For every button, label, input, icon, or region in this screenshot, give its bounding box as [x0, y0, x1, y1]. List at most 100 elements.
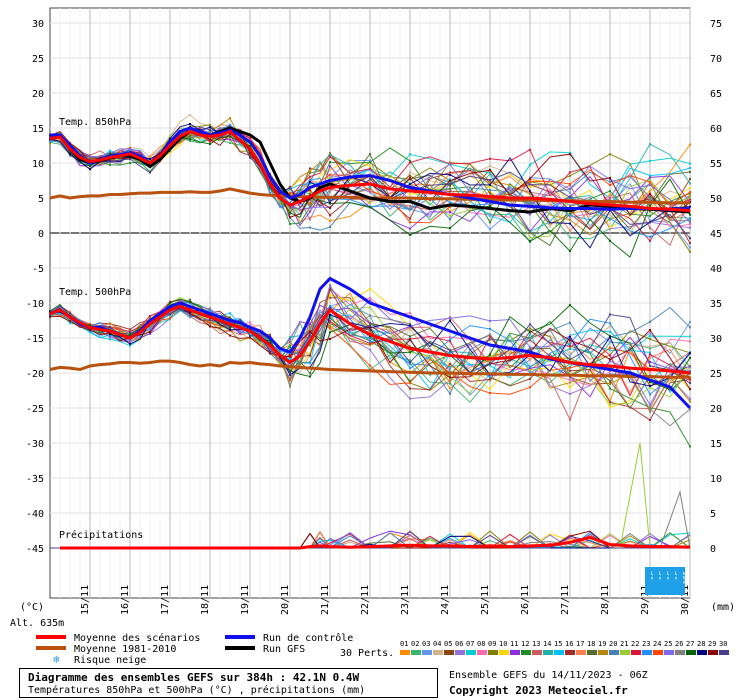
t500-member-point — [689, 445, 691, 448]
t500-member-point — [249, 335, 251, 338]
t850-member-point — [569, 222, 571, 225]
t850-member-point — [649, 198, 651, 201]
t850-member-point — [689, 187, 691, 190]
t500-member-point — [409, 363, 411, 366]
t850-member-point — [609, 213, 611, 216]
t850-member-point — [569, 187, 571, 190]
t500-member-point — [329, 337, 331, 340]
t500-member-point — [249, 336, 251, 339]
t850-member-point — [689, 205, 691, 208]
t500-member-point — [209, 318, 211, 321]
t500-member-point — [209, 309, 211, 312]
t500-member-point — [209, 320, 211, 323]
t850-member-point — [369, 201, 371, 204]
snow-risk-badge — [653, 567, 661, 595]
snow-risk-value: 10% — [681, 571, 689, 584]
t500-member-point — [89, 329, 91, 332]
t850-member-point — [129, 158, 131, 161]
member-key-swatch — [587, 650, 597, 655]
t500-member-point — [309, 355, 311, 358]
t850-member-point — [609, 239, 611, 242]
t500-member-point — [329, 327, 331, 330]
t500-member-point — [569, 304, 571, 307]
t850-member-point — [309, 206, 311, 209]
t500-member-point — [369, 323, 371, 326]
t850-member-point — [529, 183, 531, 186]
t500-member-point — [449, 377, 451, 380]
t500-member-point — [649, 338, 651, 341]
t500-member-point — [689, 366, 691, 369]
t850-member-point — [329, 155, 331, 158]
t500-member-point — [649, 332, 651, 335]
t850-member-point — [189, 133, 191, 136]
t850-member-point — [609, 190, 611, 193]
member-key-swatch — [664, 650, 674, 655]
t500-member-point — [269, 339, 271, 342]
t850-member-point — [529, 192, 531, 195]
member-key-swatch — [675, 650, 685, 655]
t850-member-point — [529, 186, 531, 189]
t500-member-point — [449, 381, 451, 384]
t850-member-point — [609, 197, 611, 200]
t500-member-point — [109, 322, 111, 325]
t850-member-point — [309, 210, 311, 213]
t850-member-point — [689, 177, 691, 180]
t850-member-point — [109, 160, 111, 163]
t500-member-point — [129, 333, 131, 336]
t850-member-point — [689, 196, 691, 199]
member-key-swatch — [433, 650, 443, 655]
t500-member-point — [169, 317, 171, 320]
t850-member-point — [529, 236, 531, 239]
right-tick-label: 15 — [710, 439, 722, 450]
t500-member-point — [409, 367, 411, 370]
left-tick-label: -35 — [26, 474, 44, 485]
member-key-swatch — [532, 650, 542, 655]
t850-member-point — [109, 149, 111, 152]
t500-member-point — [229, 316, 231, 319]
t850-member-point — [449, 182, 451, 185]
t850-member-point — [209, 123, 211, 126]
t500-member-point — [149, 315, 151, 318]
t500-member-point — [689, 397, 691, 400]
t500-member-point — [329, 287, 331, 290]
right-tick-label: 70 — [710, 54, 722, 65]
t500-member-point — [289, 373, 291, 376]
t500-member-point — [309, 361, 311, 364]
t500-member-point — [689, 370, 691, 373]
t500-member-point — [369, 326, 371, 329]
t850-member-point — [309, 199, 311, 202]
t500-member-point — [369, 325, 371, 328]
t850-member-point — [189, 135, 191, 138]
t500-member-point — [409, 359, 411, 362]
t500-member-point — [529, 370, 531, 373]
t500-member-point — [409, 351, 411, 354]
t500-member-point — [269, 348, 271, 351]
t500-member-line — [49, 307, 691, 387]
t500-member-point — [309, 375, 311, 378]
t850-member-point — [409, 227, 411, 230]
right-tick-label: 30 — [710, 334, 722, 345]
t500-member-point — [249, 321, 251, 324]
t500-member-point — [449, 362, 451, 365]
t500-member-point — [609, 346, 611, 349]
t850-member-point — [89, 158, 91, 161]
t500-member-point — [149, 317, 151, 320]
x-axis-label: 26/11 — [520, 585, 531, 615]
t850-member-point — [649, 210, 651, 213]
t850-member-point — [489, 157, 491, 160]
t850-member-point — [89, 154, 91, 157]
t500-member-point — [309, 322, 311, 325]
t500-member-point — [649, 347, 651, 350]
t500-member-point — [689, 382, 691, 385]
t850-member-point — [689, 162, 691, 165]
member-key-id: 25 — [664, 640, 672, 648]
t850-member-point — [309, 192, 311, 195]
t500-member-point — [449, 349, 451, 352]
x-axis-label: 28/11 — [600, 585, 611, 615]
t500-member-point — [609, 340, 611, 343]
member-key-id: 16 — [565, 640, 573, 648]
t500-member-point — [609, 401, 611, 404]
t850-member-point — [529, 180, 531, 183]
t500-member-point — [289, 384, 291, 387]
t500-member-point — [449, 317, 451, 320]
